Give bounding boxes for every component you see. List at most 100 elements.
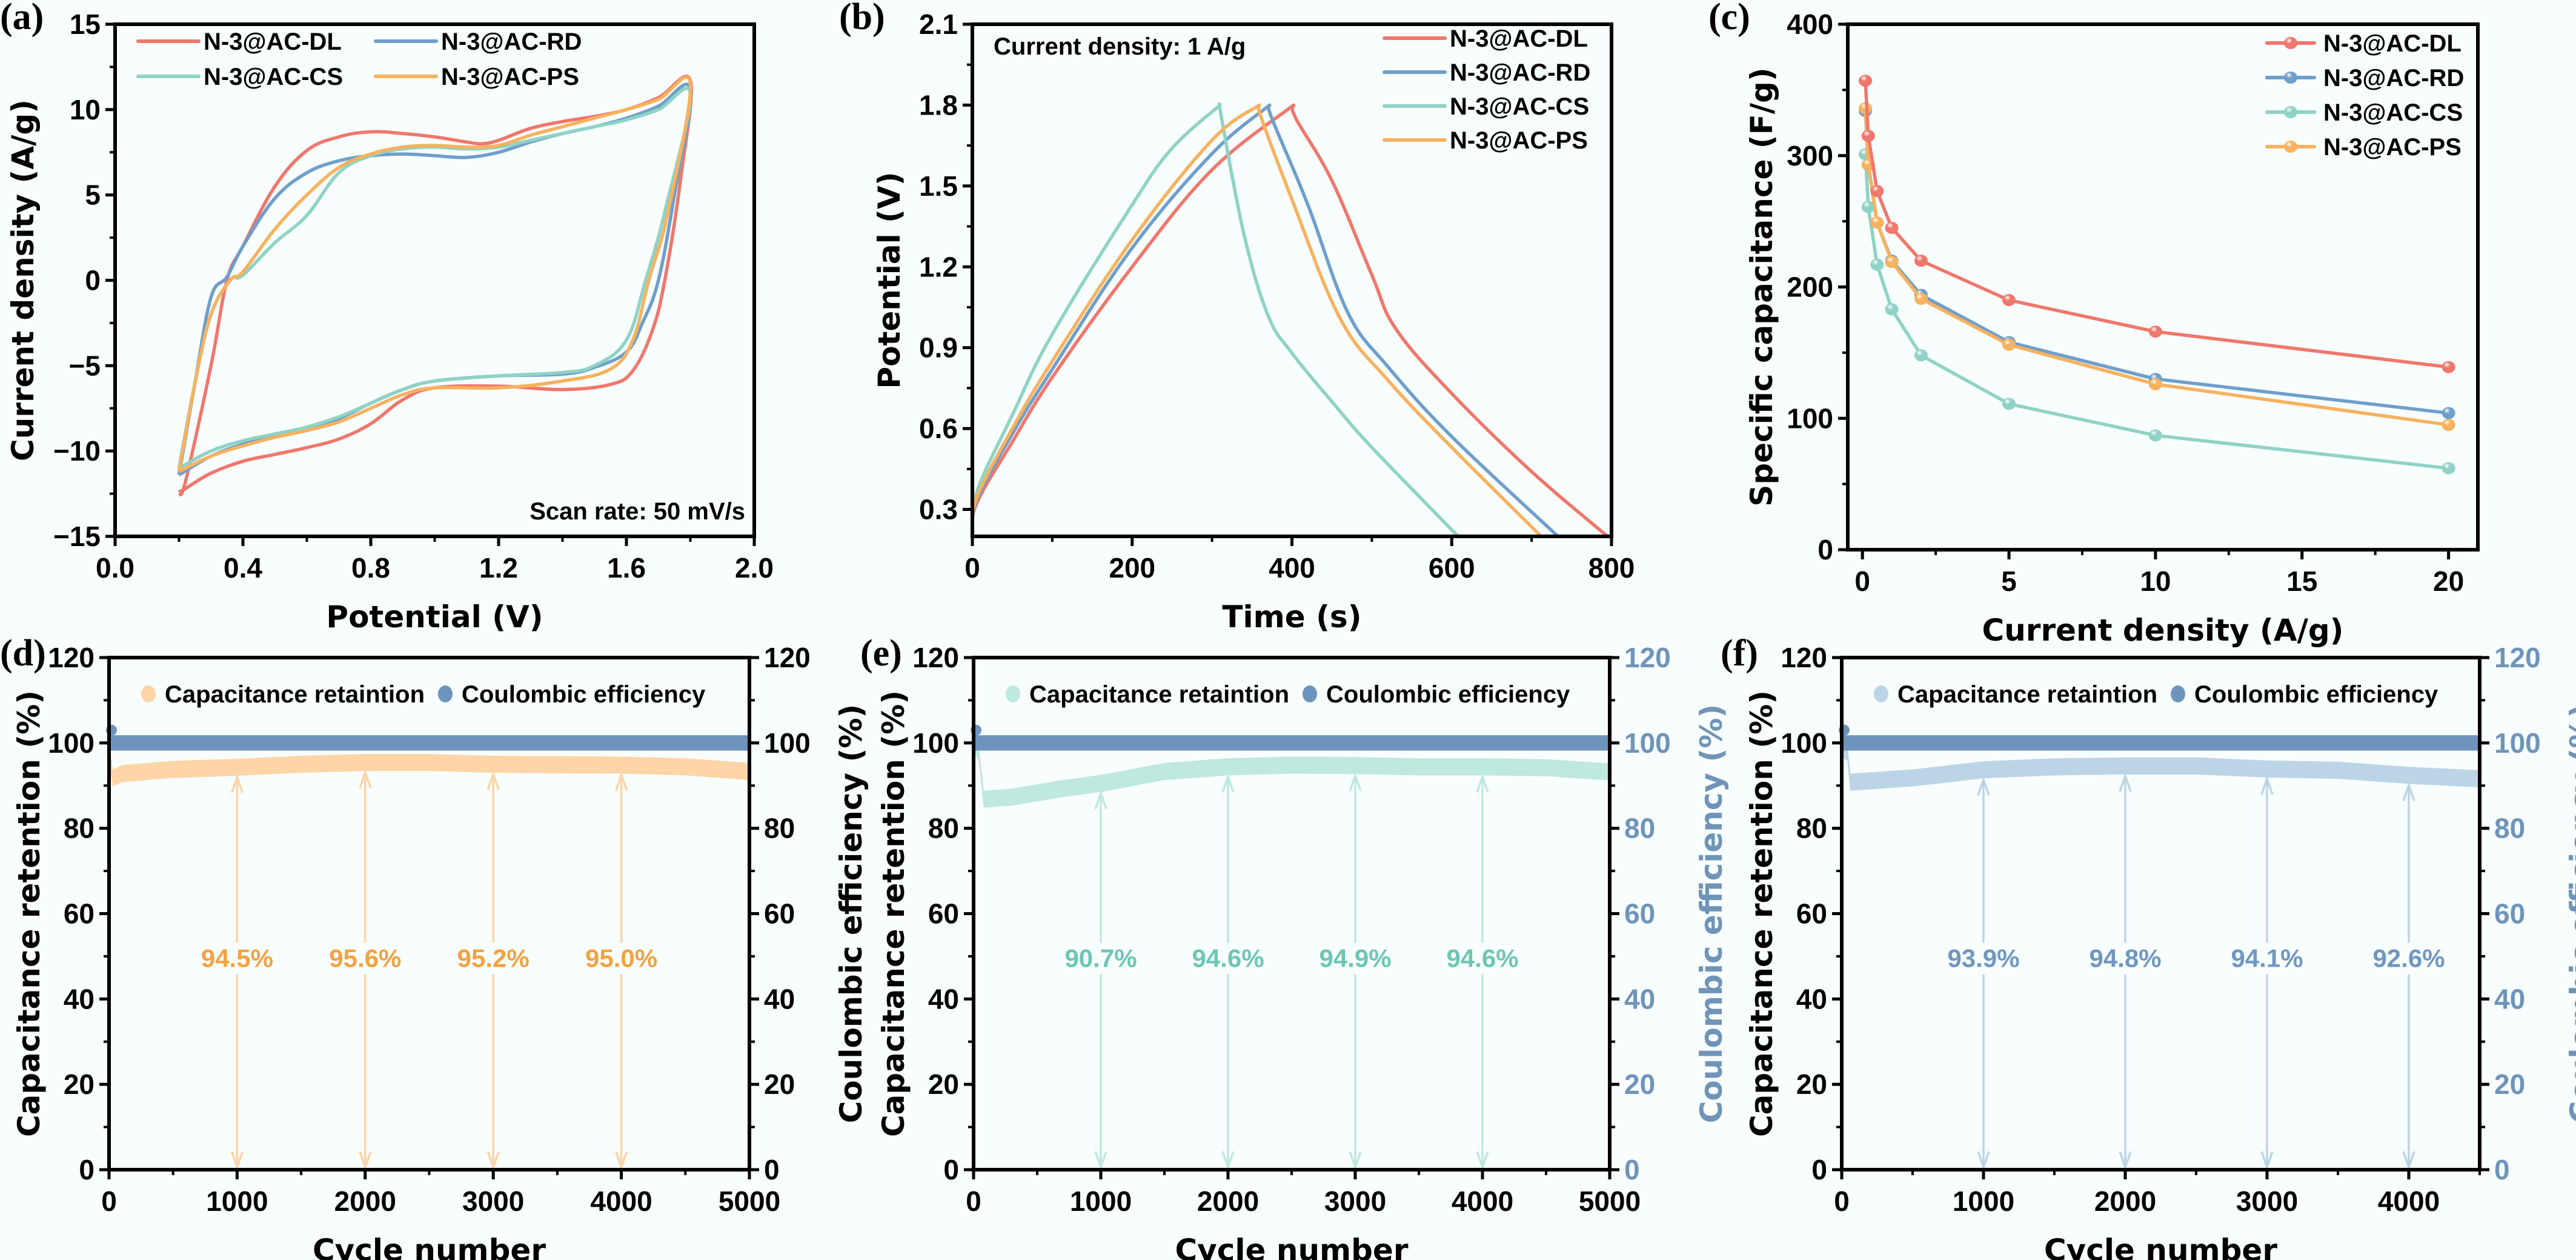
label-bg xyxy=(1055,942,1146,975)
legend-label: N-3@AC-DL xyxy=(2323,30,2461,57)
y-tick-label: 1.8 xyxy=(919,89,958,121)
rate-point-cs xyxy=(2148,429,2162,442)
plot-frame-e xyxy=(972,656,1612,1172)
panel-label-c: (c) xyxy=(1708,0,1750,38)
y-tick-label: 120 xyxy=(48,642,95,673)
label-bg xyxy=(2363,942,2454,975)
y2-tick-label: 120 xyxy=(2494,642,2541,673)
y-tick-label: 40 xyxy=(64,983,95,1015)
chart-b-gcd: (b) 0 200 400 600 800 0.3 0.6 0.9 1.2 1.5 1.8 2.1 Tim… xyxy=(839,0,1635,635)
y2-tick-label: 80 xyxy=(764,813,795,844)
arrow-head-up xyxy=(230,773,244,793)
rate-point-dl xyxy=(1885,221,1899,234)
y-tick-label: 1.5 xyxy=(919,170,958,202)
label-bg xyxy=(2222,942,2312,975)
label-bg xyxy=(319,942,411,975)
y-tick-label: 0.3 xyxy=(919,494,958,525)
legend-label: N-3@AC-CS xyxy=(204,64,343,90)
arrow-head-down xyxy=(2119,1151,2132,1171)
legend-marker xyxy=(2284,141,2297,153)
y2-tick-label: 20 xyxy=(2494,1068,2525,1100)
y-tick-label: 20 xyxy=(64,1068,95,1100)
arrow-head-down xyxy=(2402,1151,2415,1171)
chart-a-cv: (a) 0.0 0.4 0.8 1.2 1.6 2.0 −15 −10 −5 0 5 10 15 Poten… xyxy=(0,0,774,635)
arrow-head-up xyxy=(614,772,628,792)
retention-value-label: 94.8% xyxy=(2089,944,2161,973)
y-tick-label: 120 xyxy=(912,642,959,673)
y-axis-title: Potential (V) xyxy=(872,172,907,388)
x-tick-label: 0.8 xyxy=(351,552,390,584)
arrow-head-down xyxy=(230,1151,244,1171)
x-tick-label: 10 xyxy=(2140,565,2171,597)
cv-curve-rd xyxy=(177,82,692,476)
x-tick-label: 2000 xyxy=(334,1185,396,1217)
legend-label: N-3@AC-RD xyxy=(441,28,582,55)
y-tick-label: 0 xyxy=(1811,1154,1827,1185)
y-tick-label: 400 xyxy=(1787,8,1833,40)
retention-value-label: 92.6% xyxy=(2372,944,2445,973)
x-tick-label: 3000 xyxy=(462,1185,524,1217)
legend-label: N-3@AC-DL xyxy=(1450,25,1588,52)
x-tick-label: 0.0 xyxy=(96,552,134,584)
x-tick-label: 0 xyxy=(101,1185,117,1217)
y-tick-label: 200 xyxy=(1787,272,1833,303)
y-tick-label: 40 xyxy=(1796,983,1827,1015)
arrow-head-up xyxy=(1221,773,1235,793)
y-tick-label: 5 xyxy=(85,179,101,211)
legend-marker-retention xyxy=(141,685,156,702)
rate-point-cs xyxy=(2442,462,2455,475)
y-tick-label: 80 xyxy=(928,813,959,844)
plot-frame-f xyxy=(1840,656,2481,1172)
retention-band xyxy=(974,735,1610,808)
arrow-head-up xyxy=(1977,776,1990,796)
retention-value-label: 94.6% xyxy=(1192,944,1264,973)
rate-point-dl xyxy=(2148,325,2162,338)
y-tick-label: 20 xyxy=(1796,1068,1827,1100)
rate-point-ps xyxy=(1914,293,1928,305)
legend-label: N-3@AC-PS xyxy=(2323,134,2461,161)
legend-label-ce: Coulombic efficiency xyxy=(2194,681,2438,708)
legend-marker xyxy=(2284,37,2297,49)
chart-f-cycling: (f)93.9% 94.8% 94.1% 92.6%0 1000 2000 3000 4000… xyxy=(1721,633,2576,1260)
y2-axis-title: Coulombic efficiency (%) xyxy=(1694,704,1729,1124)
legend-a: N-3@AC-DL N-3@AC-RD N-3@AC-CS N-3@AC-PS xyxy=(136,28,582,90)
y-tick-label: 0.6 xyxy=(919,413,958,444)
legend-marker-retention xyxy=(1874,685,1888,702)
label-bg xyxy=(1437,942,1528,975)
cv-curve-dl xyxy=(177,75,693,497)
x-tick-label: 0.4 xyxy=(224,552,262,584)
y2-tick-label: 100 xyxy=(1624,727,1671,759)
coulombic-efficiency-band xyxy=(974,735,1610,751)
x-tick-label: 1000 xyxy=(206,1185,268,1217)
legend-marker xyxy=(2284,72,2297,84)
x-tick-label: 1000 xyxy=(1953,1185,2014,1217)
retention-value-label: 93.9% xyxy=(1947,944,2019,973)
y-tick-label: 0 xyxy=(943,1154,959,1185)
arrow-head-up xyxy=(1094,790,1107,810)
legend-marker-ce xyxy=(1303,685,1317,702)
y-tick-label: 10 xyxy=(70,94,101,125)
y-tick-label: 100 xyxy=(48,727,95,759)
coulombic-efficiency-band xyxy=(109,735,749,751)
retention-band xyxy=(109,744,749,787)
y2-tick-label: 60 xyxy=(2494,898,2525,930)
legend-label-ce: Coulombic efficiency xyxy=(462,681,706,708)
x-tick-label: 600 xyxy=(1429,552,1475,584)
y2-tick-label: 80 xyxy=(2494,813,2525,844)
label-bg xyxy=(1183,942,1273,975)
x-tick-label: 4000 xyxy=(2378,1185,2440,1217)
cv-curve-cs xyxy=(177,86,692,470)
scan-rate-annotation: Scan rate: 50 mV/s xyxy=(529,498,745,525)
y-tick-label: 80 xyxy=(1796,813,1827,844)
x-tick-label: 5000 xyxy=(719,1185,780,1217)
y-axis-title: Current density (A/g) xyxy=(5,99,41,461)
x-tick-label: 0 xyxy=(964,552,980,584)
label-bg xyxy=(576,942,667,975)
x-tick-label: 0 xyxy=(1854,565,1870,597)
x-tick-label: 2.0 xyxy=(735,552,774,584)
y-tick-label: 60 xyxy=(1796,898,1827,930)
y2-tick-label: 40 xyxy=(1624,983,1655,1015)
retention-value-label: 94.6% xyxy=(1446,944,1518,973)
arrow-head-up xyxy=(359,769,372,788)
x-tick-label: 1.2 xyxy=(479,552,518,584)
